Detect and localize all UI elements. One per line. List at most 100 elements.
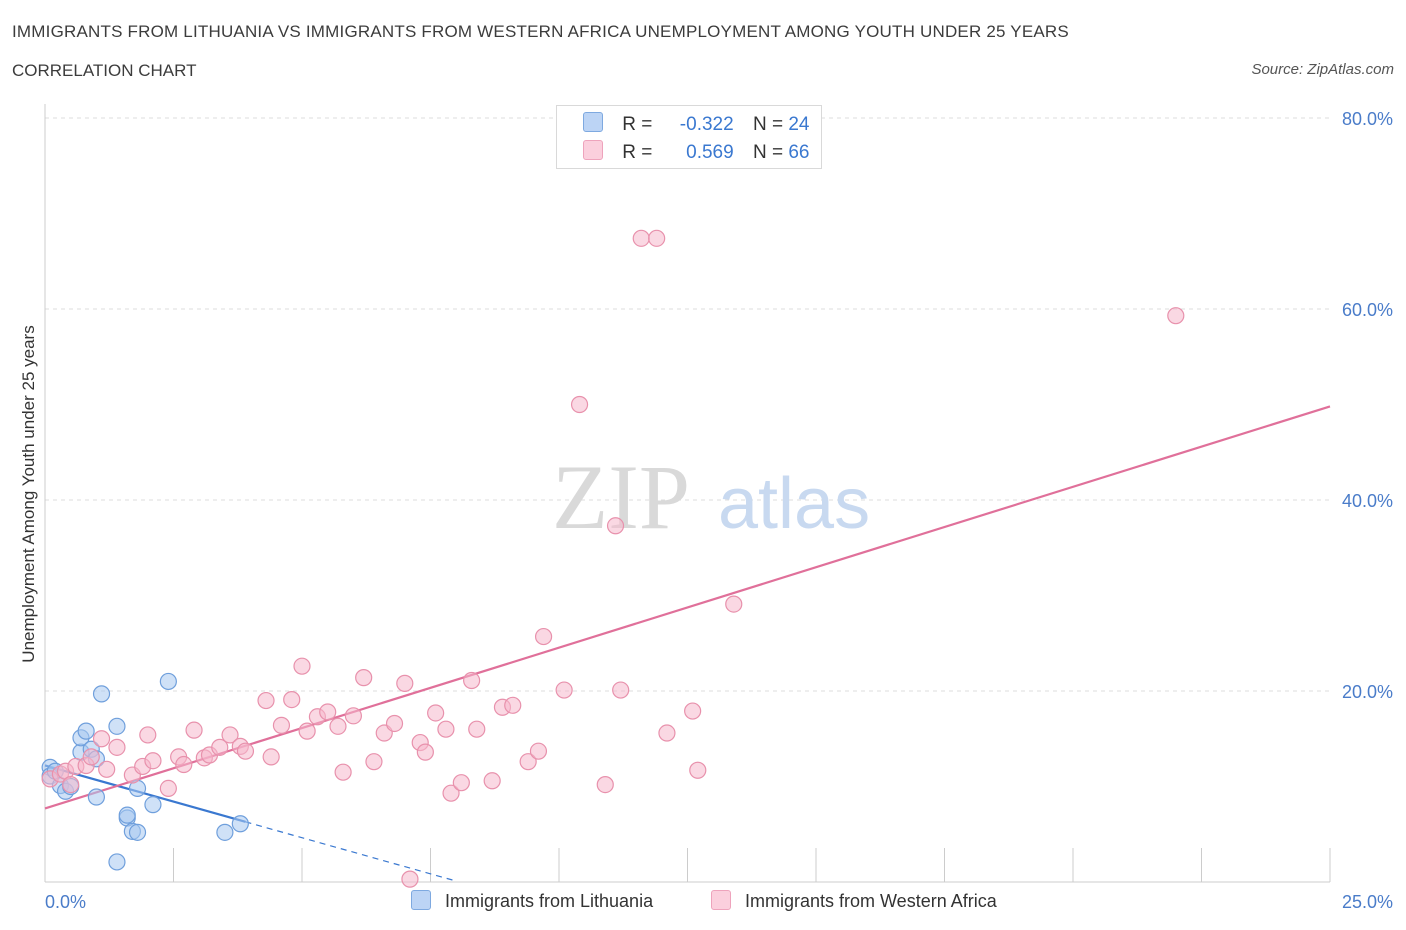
point-western-africa (725, 595, 743, 613)
point-lithuania (118, 806, 136, 824)
point-lithuania (231, 815, 249, 833)
point-western-africa (262, 748, 280, 766)
legend-swatch-western-africa (711, 890, 731, 910)
point-western-africa (529, 742, 548, 760)
n-label: N = (752, 142, 784, 163)
watermark-atlas: atlas (718, 464, 870, 544)
point-western-africa (483, 772, 501, 790)
point-western-africa (329, 717, 347, 735)
point-western-africa (236, 742, 255, 760)
point-western-africa (504, 696, 522, 714)
point-western-africa (658, 724, 676, 742)
trend-lines (44, 405, 1331, 882)
legend-item-western-africa: Immigrants from Western Africa (711, 890, 997, 912)
point-western-africa (257, 691, 275, 710)
x-tick-label: 0.0% (45, 892, 86, 912)
point-western-africa (570, 395, 589, 414)
point-western-africa (108, 738, 126, 756)
watermark: ZIP atlas (552, 446, 870, 548)
n-value: 66 (788, 142, 810, 163)
point-western-africa (139, 726, 157, 744)
point-western-africa (606, 517, 625, 535)
stats-legend: R = -0.322 N = 24 R = 0.569 N = 66 (556, 105, 822, 169)
y-tick-label: 80.0% (1342, 109, 1393, 129)
point-western-africa (468, 720, 486, 738)
point-western-africa (596, 775, 614, 794)
point-lithuania (92, 685, 111, 703)
r-label: R = (622, 114, 653, 135)
point-western-africa (159, 779, 177, 798)
point-western-africa (211, 738, 229, 756)
point-western-africa (416, 743, 434, 761)
point-western-africa (632, 229, 650, 247)
point-western-africa (396, 674, 414, 692)
data-points (41, 229, 1185, 888)
point-western-africa (385, 714, 404, 733)
point-western-africa (272, 716, 291, 734)
legend-label: Immigrants from Lithuania (445, 891, 654, 911)
point-lithuania (128, 823, 147, 841)
point-western-africa (283, 690, 301, 709)
legend-swatch-western-africa (583, 140, 603, 160)
point-western-africa (298, 722, 316, 740)
n-label: N = (752, 114, 784, 135)
trend-line-extension (245, 821, 457, 882)
stats-legend-row-lithuania: R = -0.322 N = 24 (583, 112, 809, 138)
point-lithuania (108, 853, 126, 871)
point-lithuania (159, 672, 177, 691)
point-western-africa (401, 870, 419, 888)
y-tick-label: 20.0% (1342, 682, 1393, 702)
point-western-africa (92, 730, 111, 748)
point-western-africa (175, 755, 193, 774)
point-lithuania (108, 717, 126, 735)
trend-line (44, 405, 1331, 810)
r-value: 0.569 (686, 142, 734, 163)
gridlines (45, 117, 1330, 692)
chart-source: Source: ZipAtlas.com (1251, 61, 1394, 78)
legend-item-lithuania: Immigrants from Lithuania (411, 890, 653, 912)
point-western-africa (519, 753, 537, 771)
point-western-africa (185, 721, 203, 739)
point-western-africa (442, 784, 460, 802)
point-western-africa (555, 681, 573, 699)
point-western-africa (344, 707, 362, 725)
x-tick-label: 25.0% (1342, 892, 1393, 912)
point-western-africa (293, 657, 311, 675)
point-lithuania (216, 823, 234, 841)
legend-label: Immigrants from Western Africa (745, 891, 997, 911)
point-western-africa (319, 703, 337, 721)
legend-swatch-lithuania (583, 112, 603, 132)
axes (44, 104, 1331, 883)
r-label: R = (622, 142, 653, 163)
point-lithuania (77, 722, 95, 740)
point-lithuania (87, 788, 106, 806)
watermark-zip: ZIP (552, 446, 690, 548)
point-western-africa (365, 753, 383, 771)
point-western-africa (648, 229, 666, 247)
point-western-africa (98, 760, 116, 778)
point-western-africa (355, 669, 373, 687)
n-value: 24 (788, 114, 810, 135)
point-western-africa (82, 748, 100, 766)
y-axis-label: Unemployment Among Youth under 25 years (19, 325, 38, 662)
y-tick-label: 40.0% (1342, 491, 1393, 511)
point-lithuania (144, 796, 162, 814)
point-western-africa (427, 704, 445, 722)
point-western-africa (144, 752, 162, 770)
point-western-africa (437, 720, 455, 738)
legend-swatch-lithuania (411, 890, 431, 910)
point-western-africa (62, 775, 80, 794)
r-value: -0.322 (679, 114, 734, 135)
point-western-africa (534, 627, 553, 646)
point-western-africa (689, 761, 707, 779)
trend-line (44, 764, 246, 823)
point-western-africa (221, 726, 239, 744)
point-western-africa (463, 671, 481, 690)
tick-labels: 20.0% 40.0% 60.0% 80.0% 0.0% 25.0% (45, 109, 1393, 912)
chart-title: IMMIGRANTS FROM LITHUANIA VS IMMIGRANTS … (12, 22, 1069, 41)
point-western-africa (612, 681, 630, 699)
y-tick-label: 60.0% (1342, 300, 1393, 320)
point-western-africa (452, 774, 470, 792)
point-western-africa (684, 702, 702, 720)
